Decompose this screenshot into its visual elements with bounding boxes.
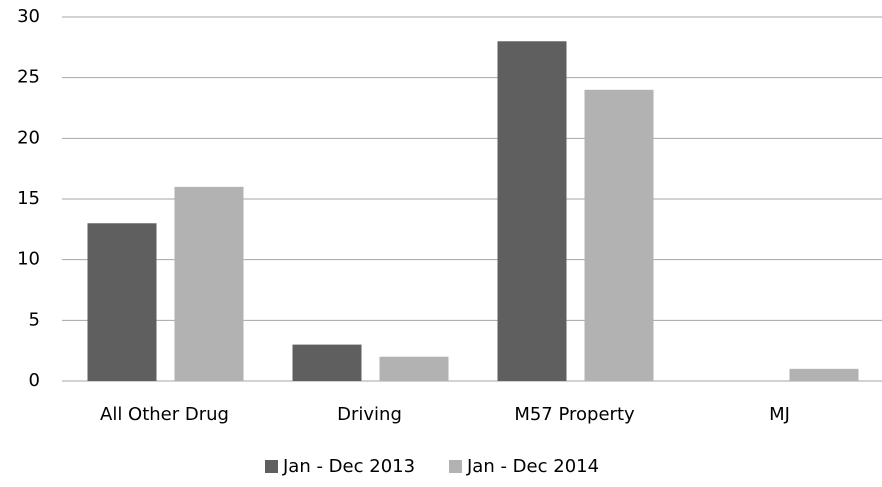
- bar: [789, 368, 859, 381]
- y-tick-label: 30: [17, 6, 40, 27]
- x-tick-label: MJ: [769, 404, 790, 425]
- y-tick-label: 5: [29, 309, 40, 330]
- bar: [497, 41, 567, 382]
- legend-swatch: [449, 460, 462, 473]
- legend-label: Jan - Dec 2013: [282, 456, 415, 477]
- bar: [87, 223, 157, 381]
- y-tick-label: 15: [17, 188, 40, 209]
- legend-swatch: [265, 460, 278, 473]
- y-tick-label: 25: [17, 67, 40, 88]
- bar: [292, 344, 362, 381]
- bar: [379, 356, 449, 381]
- bar: [584, 89, 654, 382]
- x-tick-label: Driving: [337, 404, 402, 425]
- x-tick-label: All Other Drug: [100, 404, 229, 425]
- bar: [174, 186, 244, 381]
- y-tick-label: 0: [29, 370, 40, 391]
- x-tick-label: M57 Property: [514, 404, 635, 425]
- y-tick-label: 10: [17, 249, 40, 270]
- legend-label: Jan - Dec 2014: [466, 456, 599, 477]
- y-tick-label: 20: [17, 127, 40, 148]
